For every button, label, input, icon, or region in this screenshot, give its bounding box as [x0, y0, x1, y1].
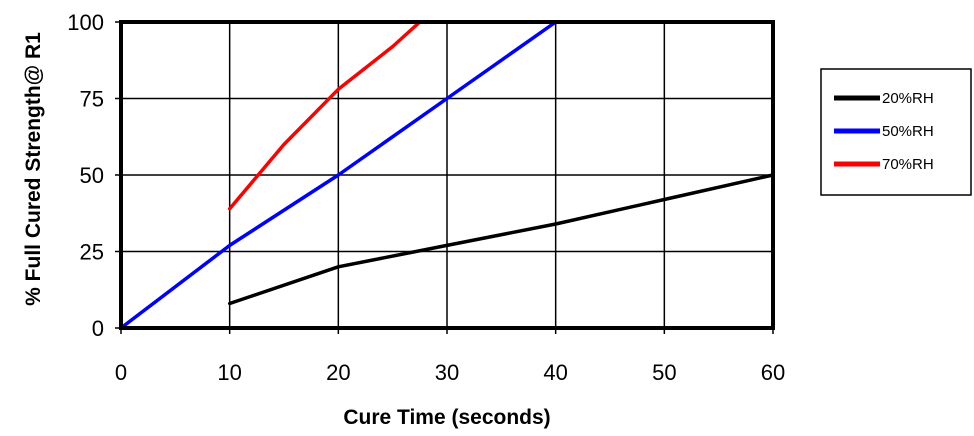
legend-label-50pctrh: 50%RH [882, 123, 934, 140]
legend-label-20pctrh: 20%RH [882, 90, 934, 107]
y-tick-label-50: 50 [80, 163, 104, 188]
y-axis-title: % Full Cured Strength@ R1 [22, 32, 45, 306]
x-tick-label-10: 10 [217, 360, 241, 385]
y-tick-label-100: 100 [67, 10, 104, 35]
legend: 20%RH 50%RH 70%RH [820, 68, 972, 196]
x-axis-title: Cure Time (seconds) [343, 406, 550, 429]
y-tick-label-25: 25 [80, 240, 104, 265]
series-line-70pctrh [227, 20, 422, 211]
x-tick-label-50: 50 [652, 360, 676, 385]
series-line-20pctrh [227, 173, 775, 306]
series-line-50pctrh [119, 20, 558, 330]
x-tick-label-30: 30 [435, 360, 459, 385]
series-lines [119, 20, 775, 330]
x-tick-label-0: 0 [115, 360, 127, 385]
x-tick-label-40: 40 [543, 360, 567, 385]
grid [121, 22, 773, 328]
x-axis-ticks: 0 10 20 30 40 50 60 [115, 328, 785, 385]
x-tick-label-60: 60 [761, 360, 785, 385]
y-tick-label-0: 0 [92, 316, 104, 341]
y-tick-label-75: 75 [80, 87, 104, 112]
y-axis-ticks: 0 25 50 75 100 [67, 10, 121, 341]
legend-label-70pctrh: 70%RH [882, 156, 934, 173]
x-tick-label-20: 20 [326, 360, 350, 385]
